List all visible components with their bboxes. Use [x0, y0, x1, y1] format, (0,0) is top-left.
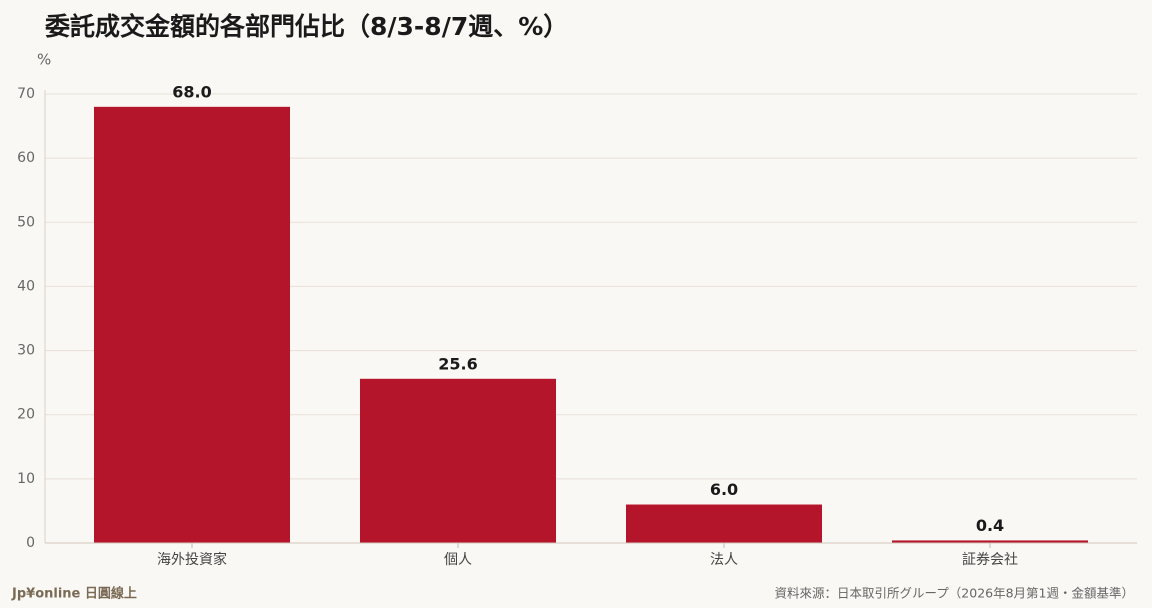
- y-tick-label: 70: [17, 86, 35, 102]
- chart-title: 委託成交金額的各部門佔比（8/3-8/7週、%）: [44, 12, 568, 41]
- y-axis-label: %: [37, 51, 51, 69]
- x-tick-label: 個人: [444, 552, 472, 568]
- x-tick-label: 法人: [710, 552, 738, 568]
- bar: [626, 504, 822, 543]
- x-tick-label: 証券会社: [962, 552, 1018, 568]
- y-tick-label: 30: [17, 343, 35, 359]
- y-tick-label: 20: [17, 407, 35, 423]
- source: 資料來源：日本取引所グループ（2026年8月第1週・金額基準）: [775, 586, 1134, 601]
- brand: Jp¥online 日圓線上: [11, 586, 137, 602]
- value-label: 68.0: [172, 82, 211, 101]
- bar: [360, 378, 556, 543]
- value-label: 25.6: [438, 354, 477, 373]
- y-tick-label: 60: [17, 150, 35, 166]
- value-label: 6.0: [710, 480, 738, 499]
- y-tick-label: 10: [17, 471, 35, 487]
- x-tick-label: 海外投資家: [157, 551, 227, 568]
- bar: [892, 540, 1088, 543]
- value-label: 0.4: [976, 516, 1004, 535]
- y-tick-label: 0: [26, 535, 35, 551]
- y-tick-label: 40: [17, 278, 35, 294]
- y-tick-label: 50: [17, 214, 35, 230]
- bar: [94, 106, 290, 543]
